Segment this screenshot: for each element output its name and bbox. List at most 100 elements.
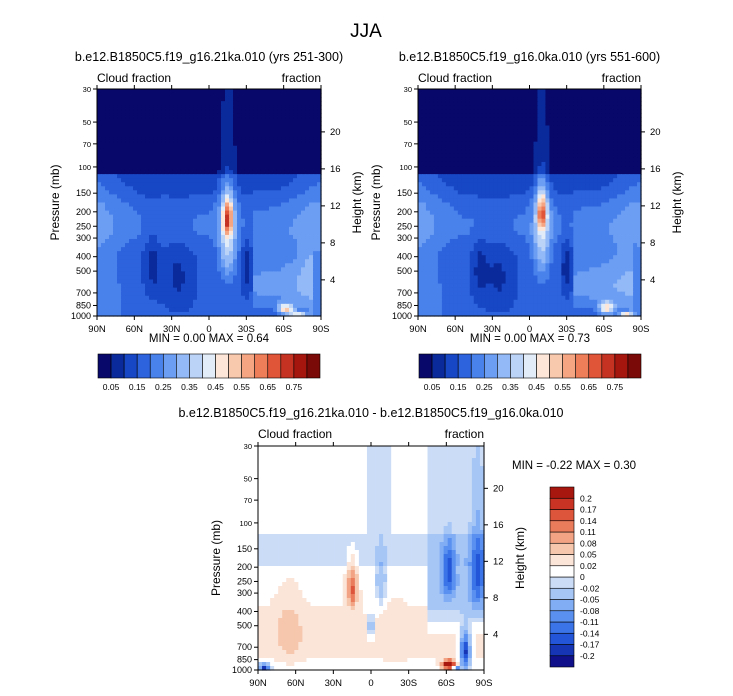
field-cell bbox=[193, 291, 198, 297]
field-cell bbox=[485, 198, 491, 204]
field-cell bbox=[97, 109, 102, 114]
field-cell bbox=[285, 145, 290, 151]
field-cell bbox=[549, 174, 554, 179]
field-cell bbox=[265, 186, 270, 191]
field-cell bbox=[101, 259, 106, 264]
field-cell bbox=[489, 210, 495, 216]
field-cell bbox=[593, 89, 598, 94]
field-cell bbox=[157, 186, 162, 191]
field-cell bbox=[261, 89, 266, 94]
field-cell bbox=[241, 222, 246, 228]
field-cell bbox=[149, 161, 154, 167]
field-cell bbox=[577, 149, 582, 155]
field-cell bbox=[305, 157, 310, 163]
field-cell bbox=[197, 93, 202, 98]
field-cell bbox=[585, 174, 590, 179]
field-cell bbox=[449, 149, 455, 155]
field-cell bbox=[561, 174, 566, 179]
field-cell bbox=[157, 210, 162, 216]
field-cell bbox=[265, 109, 270, 114]
field-cell bbox=[297, 182, 302, 187]
field-cell bbox=[418, 178, 423, 183]
field-cell bbox=[165, 255, 170, 260]
field-cell bbox=[445, 105, 451, 110]
field-cell bbox=[121, 89, 126, 94]
field-cell bbox=[165, 153, 170, 159]
field-cell bbox=[229, 137, 234, 143]
field-cell bbox=[625, 125, 630, 131]
field-cell bbox=[437, 210, 443, 216]
field-cell bbox=[529, 206, 535, 212]
field-cell bbox=[505, 145, 511, 151]
field-cell bbox=[541, 157, 547, 163]
field-cell bbox=[533, 149, 539, 155]
field-cell bbox=[541, 121, 547, 127]
field-cell bbox=[141, 202, 146, 208]
field-cell bbox=[625, 178, 630, 183]
field-cell bbox=[133, 299, 138, 305]
field-cell bbox=[137, 251, 142, 256]
field-cell bbox=[529, 194, 535, 200]
field-cell bbox=[181, 121, 186, 127]
field-cell bbox=[185, 247, 190, 252]
field-cell bbox=[209, 89, 214, 94]
field-cell bbox=[245, 97, 250, 102]
field-cell bbox=[173, 166, 178, 171]
field-cell bbox=[217, 263, 222, 268]
field-cell bbox=[317, 149, 322, 155]
field-cell bbox=[561, 210, 566, 216]
field-cell bbox=[637, 166, 642, 171]
field-cell bbox=[117, 311, 122, 317]
field-cell bbox=[529, 210, 535, 216]
field-cell bbox=[265, 117, 270, 123]
field-cell bbox=[637, 194, 642, 200]
field-cell bbox=[177, 101, 182, 106]
field-cell bbox=[601, 141, 606, 147]
field-cell bbox=[637, 145, 642, 151]
field-cell bbox=[297, 141, 302, 147]
field-cell bbox=[245, 170, 250, 175]
field-cell bbox=[249, 101, 254, 106]
field-cell bbox=[113, 137, 118, 143]
field-cell bbox=[497, 174, 503, 179]
field-cell bbox=[153, 247, 158, 252]
field-cell bbox=[577, 153, 582, 159]
field-cell bbox=[581, 97, 586, 102]
field-cell bbox=[309, 137, 314, 143]
field-cell bbox=[109, 295, 114, 301]
field-cell bbox=[453, 170, 459, 175]
y-tick-label: 700 bbox=[76, 288, 91, 298]
field-cell bbox=[285, 117, 290, 123]
field-cell bbox=[165, 166, 170, 171]
field-cell bbox=[441, 157, 447, 163]
field-cell bbox=[213, 153, 218, 159]
field-cell bbox=[285, 295, 290, 301]
field-cell bbox=[177, 234, 182, 240]
field-cell bbox=[185, 105, 190, 110]
field-cell bbox=[269, 234, 274, 240]
field-cell bbox=[457, 202, 463, 208]
field-cell bbox=[153, 202, 158, 208]
field-cell bbox=[117, 178, 122, 183]
field-cell bbox=[189, 105, 194, 110]
field-cell bbox=[273, 161, 278, 167]
field-cell bbox=[509, 198, 515, 204]
field-cell bbox=[301, 101, 306, 106]
field-cell bbox=[485, 129, 491, 135]
field-cell bbox=[257, 243, 262, 248]
y-tick-label: 150 bbox=[76, 188, 91, 198]
field-cell bbox=[449, 186, 455, 191]
field-cell bbox=[169, 178, 174, 183]
field-cell bbox=[261, 283, 266, 289]
field-cell bbox=[153, 166, 158, 171]
field-cell bbox=[173, 182, 178, 187]
field-cell bbox=[269, 153, 274, 159]
field-cell bbox=[261, 279, 266, 285]
field-cell bbox=[193, 287, 198, 293]
field-cell bbox=[229, 101, 234, 106]
field-cell bbox=[209, 182, 214, 187]
field-cell bbox=[109, 178, 114, 183]
field-cell bbox=[497, 149, 503, 155]
field-cell bbox=[465, 174, 471, 179]
field-cell bbox=[209, 141, 214, 147]
